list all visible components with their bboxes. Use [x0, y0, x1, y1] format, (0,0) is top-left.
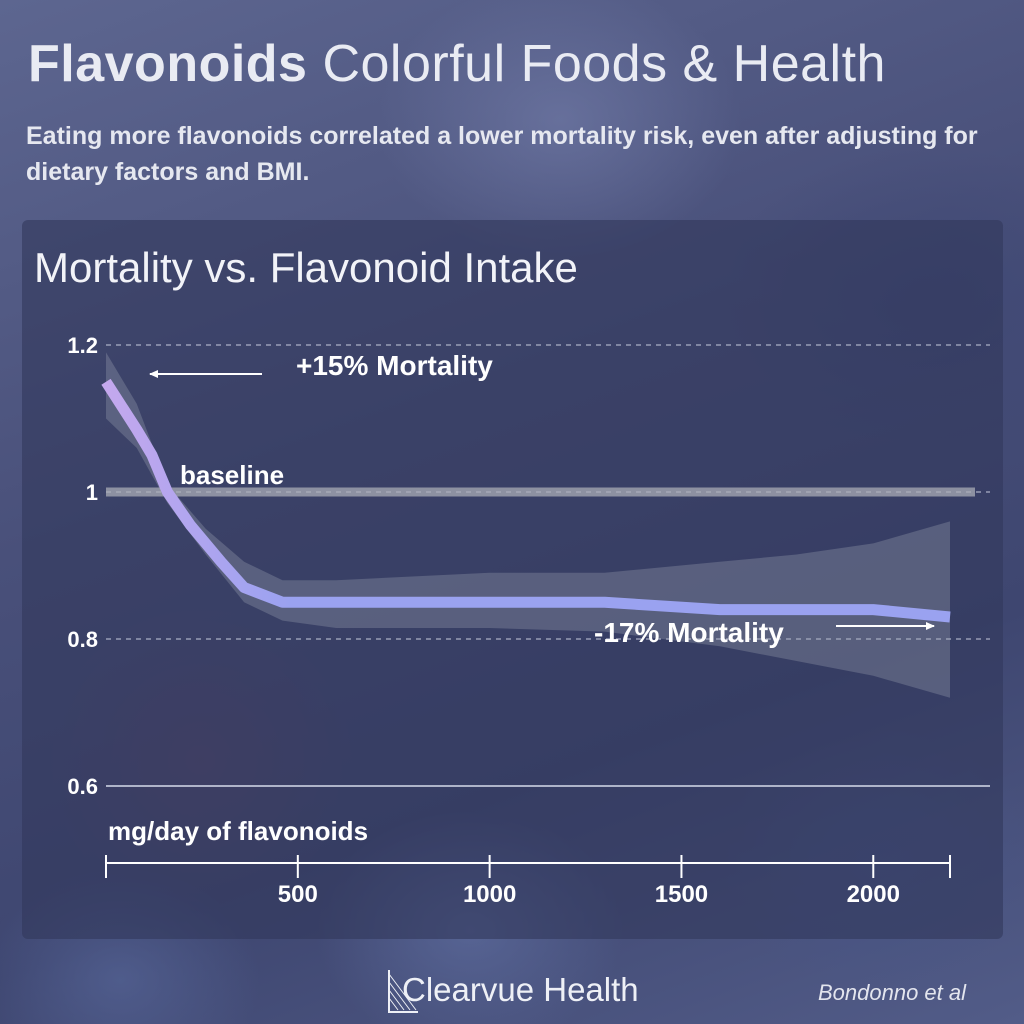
page-subtitle: Eating more flavonoids correlated a lowe…: [26, 122, 978, 186]
y-tick-label: 1.2: [67, 333, 98, 358]
clearvue-logo-icon: [388, 970, 418, 1013]
page-title-light: Colorful Foods & Health: [322, 35, 886, 93]
x-tick-label: 2000: [847, 881, 900, 908]
x-tick-label: 500: [278, 881, 318, 908]
annotation-increase: +15% Mortality: [296, 350, 493, 381]
page-title: Flavonoids Colorful Foods & Health: [28, 30, 1004, 98]
page-title-bold: Flavonoids: [28, 35, 308, 93]
citation: Bondonno et al: [818, 980, 967, 1005]
y-tick-label: 1: [86, 480, 98, 505]
annotation-decrease: -17% Mortality: [594, 617, 784, 648]
x-tick-label: 1500: [655, 881, 708, 908]
page-header: Flavonoids Colorful Foods & Health: [28, 30, 1004, 98]
brand-name: Clearvue Health: [402, 971, 639, 1008]
chart-panel: [22, 220, 1003, 939]
y-tick-label: 0.8: [67, 627, 98, 652]
x-axis-label: mg/day of flavonoids: [108, 816, 368, 846]
series-line: [101, 378, 951, 623]
x-tick-label: 1000: [463, 881, 516, 908]
confidence-band: [106, 352, 950, 698]
y-tick-label: 0.6: [67, 774, 98, 799]
baseline-label: baseline: [180, 460, 284, 490]
chart-title: Mortality vs. Flavonoid Intake: [34, 244, 578, 291]
